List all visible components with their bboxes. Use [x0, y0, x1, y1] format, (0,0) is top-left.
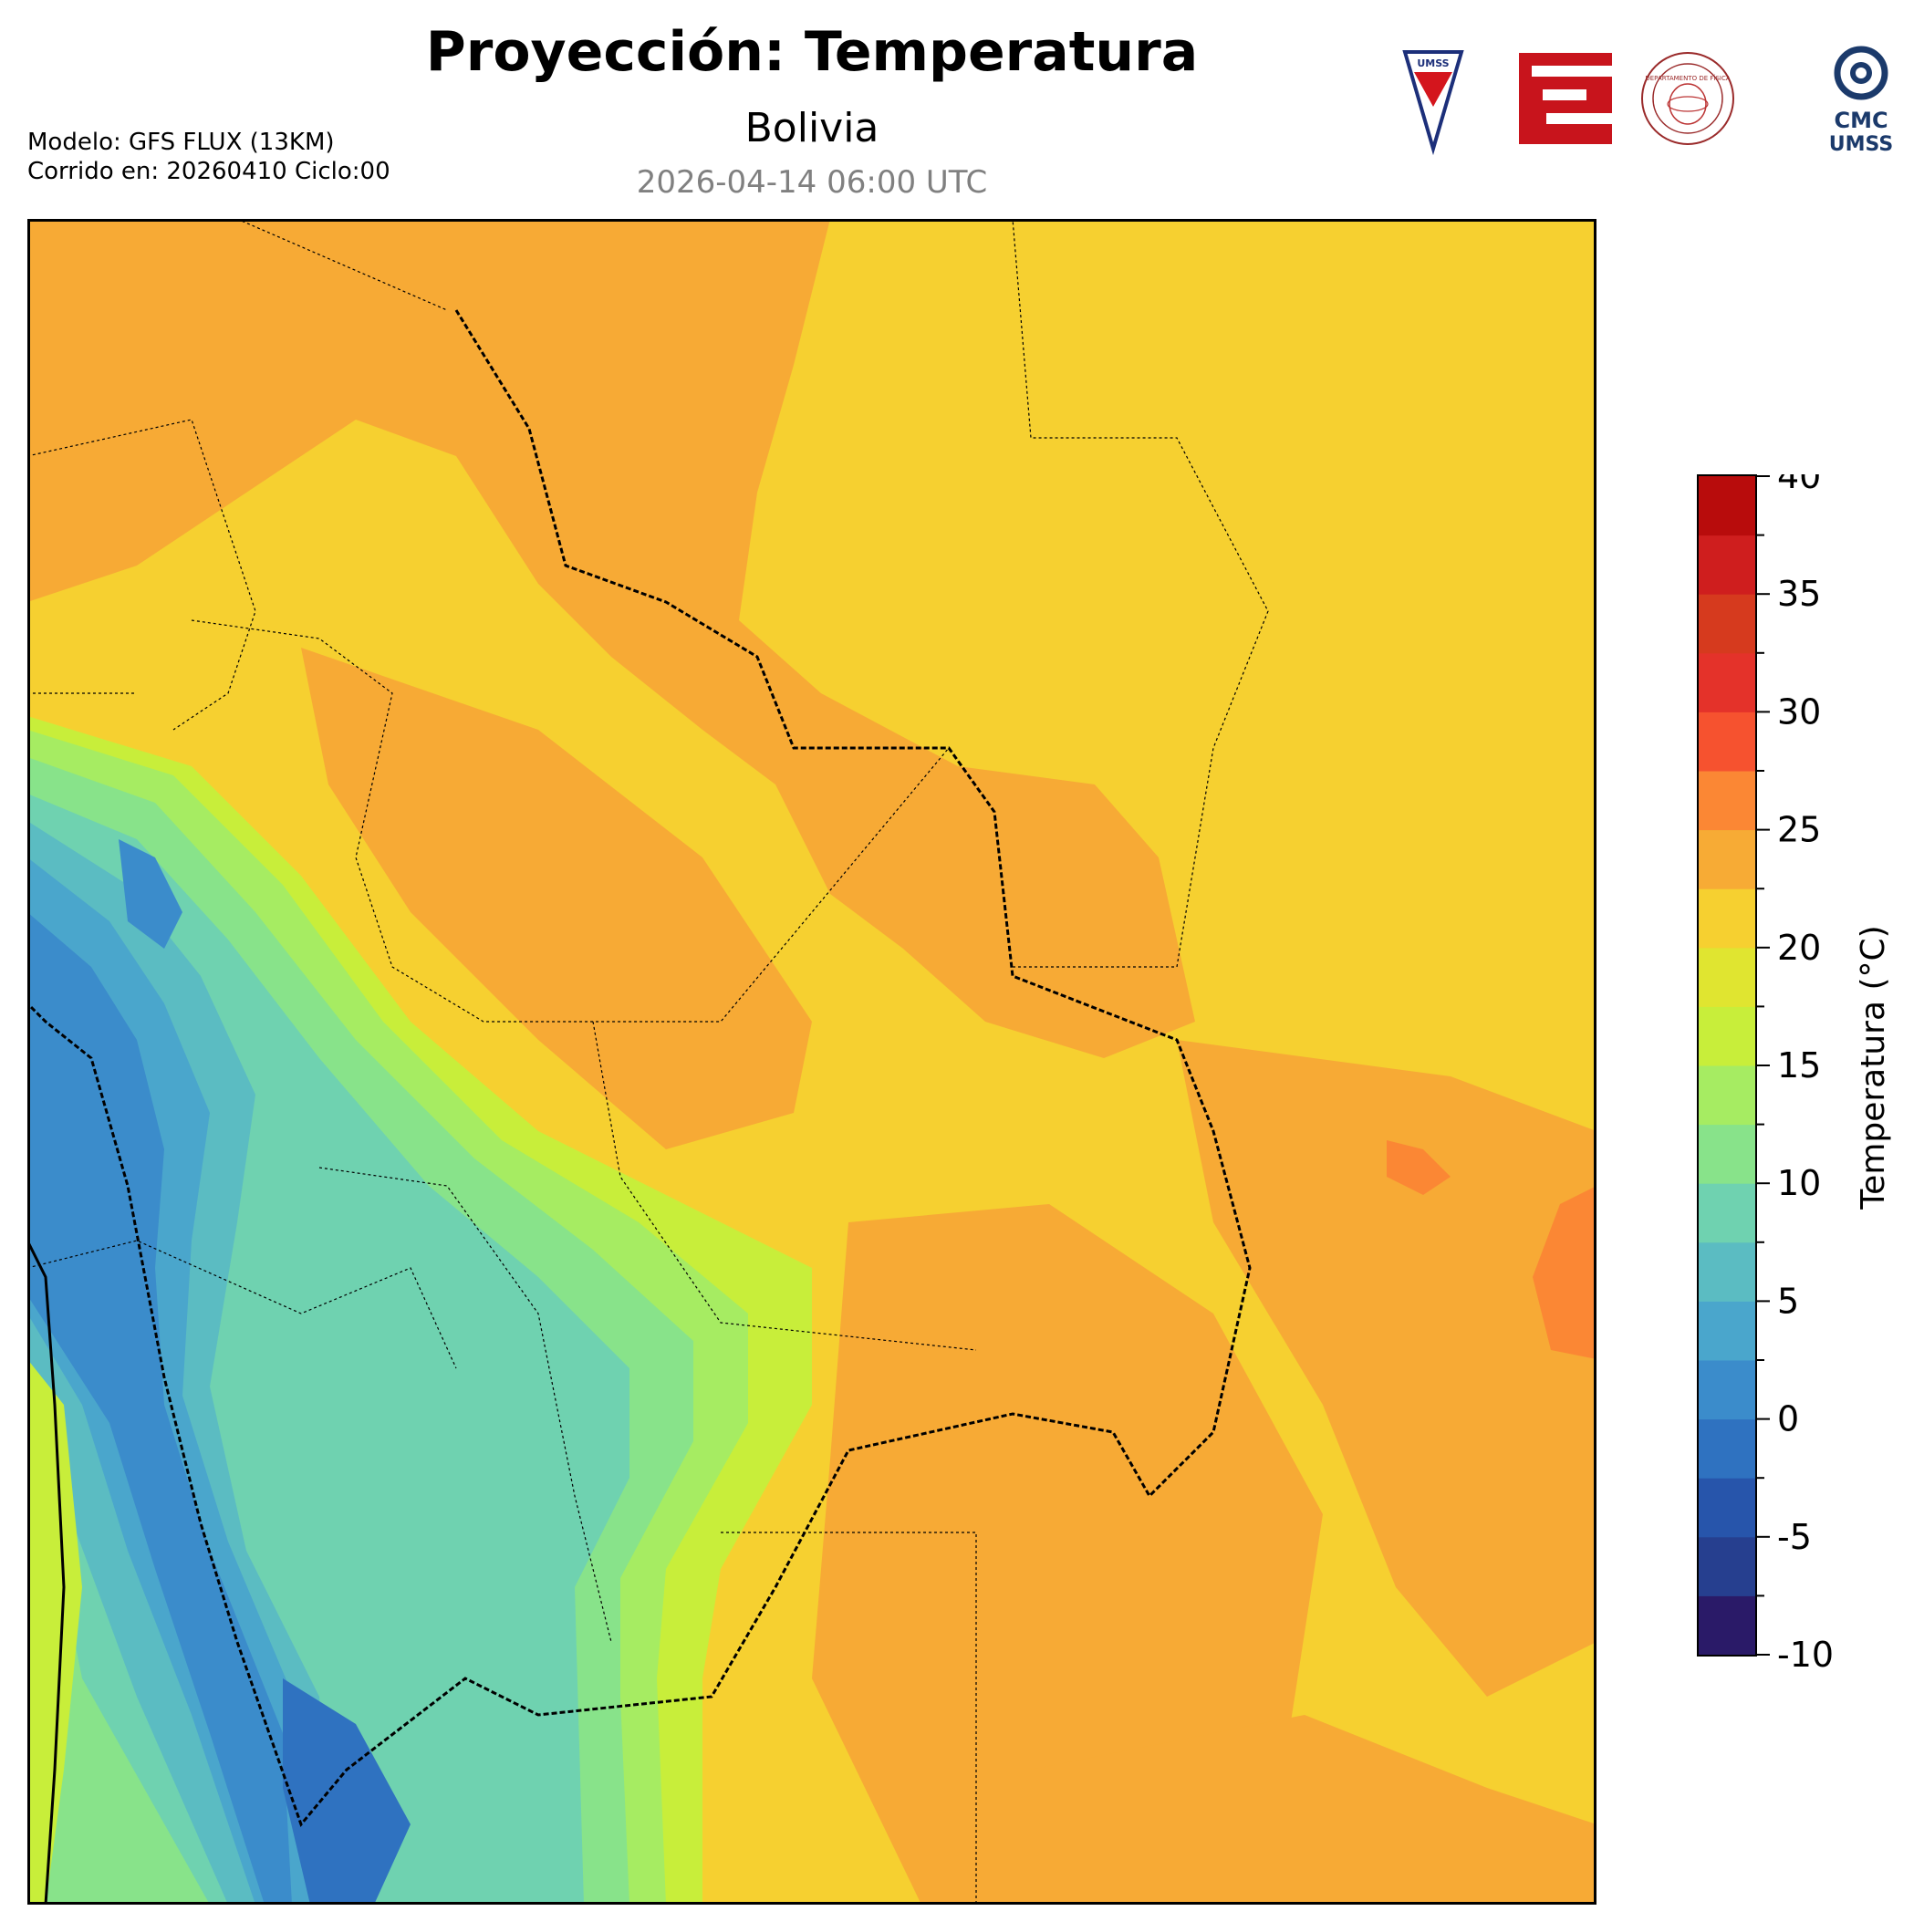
department-borders [27, 619, 977, 1905]
hot-spot-central-east [1387, 1140, 1451, 1195]
valid-datetime: 2026-04-14 06:00 UTC [636, 164, 988, 201]
cold-zone-0c [27, 912, 292, 1905]
colorbar-swatch [1699, 1301, 1755, 1361]
region-subtitle: Bolivia [744, 105, 879, 151]
warm-region-south [812, 1204, 1323, 1905]
freezing-zone-east-cordillera [283, 1678, 411, 1905]
cmc-umss-logo: CMC UMSS [1829, 46, 1893, 155]
physics-department-logo: DEPARTAMENTO DE FÍSICA [1641, 52, 1734, 145]
hot-spot-east [1533, 1186, 1596, 1359]
bolivia-border [27, 309, 1252, 1827]
colorbar-swatch [1699, 712, 1755, 772]
run-info: Modelo: GFS FLUX (13KM) Corrido en: 2026… [27, 128, 390, 186]
colorbar-tick-label: 10 [1777, 1163, 1821, 1203]
map-frame [27, 219, 1596, 1905]
physics-logo-text: DEPARTAMENTO DE FÍSICA [1645, 74, 1730, 82]
colorbar-tick-label: -10 [1777, 1635, 1834, 1675]
cmc-logo-line1: CMC [1834, 108, 1888, 133]
temperature-map [27, 219, 1596, 1905]
colorbar-swatch [1699, 888, 1755, 949]
colorbar-swatch [1699, 1418, 1755, 1479]
colorbar-swatch [1699, 476, 1755, 536]
colorbar-tick-label: 15 [1777, 1045, 1821, 1085]
coastline [27, 1240, 66, 1905]
colorbar-swatch [1699, 1536, 1755, 1596]
colorbar-tick-label: 40 [1777, 474, 1821, 496]
colorbar-swatch [1699, 535, 1755, 595]
warm-region-southeast [1031, 1715, 1596, 1905]
colorbar-swatch [1699, 652, 1755, 712]
warm-region-east [1177, 1040, 1596, 1697]
fcyt-logo [1519, 53, 1612, 144]
colorbar-swatches [1699, 476, 1755, 1656]
colorbar-swatch [1699, 1241, 1755, 1302]
model-line: Modelo: GFS FLUX (13KM) [27, 129, 335, 156]
colorbar-tick-label: 5 [1777, 1281, 1799, 1321]
colorbar-ticks: 40 35 30 25 20 15 10 5 0 -5 -10 [1756, 474, 1834, 1675]
warm-region-north [27, 219, 1195, 1058]
colorbar-tick-label: -5 [1777, 1517, 1812, 1557]
colorbar-tick-label: 30 [1777, 691, 1821, 732]
colorbar-swatch [1699, 594, 1755, 654]
run-line: Corrido en: 20260410 Ciclo:00 [27, 158, 390, 185]
colorbar-tick-label: 35 [1777, 574, 1821, 614]
colorbar-swatch [1699, 1124, 1755, 1184]
cmc-logo-line2: UMSS [1829, 133, 1893, 155]
colorbar-swatch [1699, 1183, 1755, 1243]
warm-region-central [301, 648, 812, 1149]
colorbar-swatch [1699, 947, 1755, 1007]
colorbar-swatch [1699, 1595, 1755, 1656]
umss-logo-text: UMSS [1417, 57, 1449, 69]
colorbar-swatch [1699, 1360, 1755, 1420]
institution-logos: UMSS DEPARTAMENTO DE FÍSICA CMC UMSS [1402, 46, 1893, 155]
colorbar-tick-label: 0 [1777, 1399, 1799, 1439]
freezing-zone-north [119, 839, 182, 949]
umss-shield-logo: UMSS [1402, 50, 1464, 155]
coastal-strip [27, 1359, 82, 1905]
colorbar-swatch [1699, 1065, 1755, 1126]
colorbar-swatch [1699, 829, 1755, 889]
map-title: Proyección: Temperatura [425, 20, 1199, 84]
colorbar-swatch [1699, 771, 1755, 831]
colorbar-tick-label: 25 [1777, 810, 1821, 850]
colorbar-swatch [1699, 1006, 1755, 1066]
colorbar-label: Temperatura (°C) [1855, 925, 1892, 1210]
temperature-colorbar: 40 35 30 25 20 15 10 5 0 -5 -10 Temperatura (°C) [1697, 474, 1892, 1675]
colorbar-tick-label: 20 [1777, 928, 1821, 968]
colorbar-swatch [1699, 1478, 1755, 1538]
